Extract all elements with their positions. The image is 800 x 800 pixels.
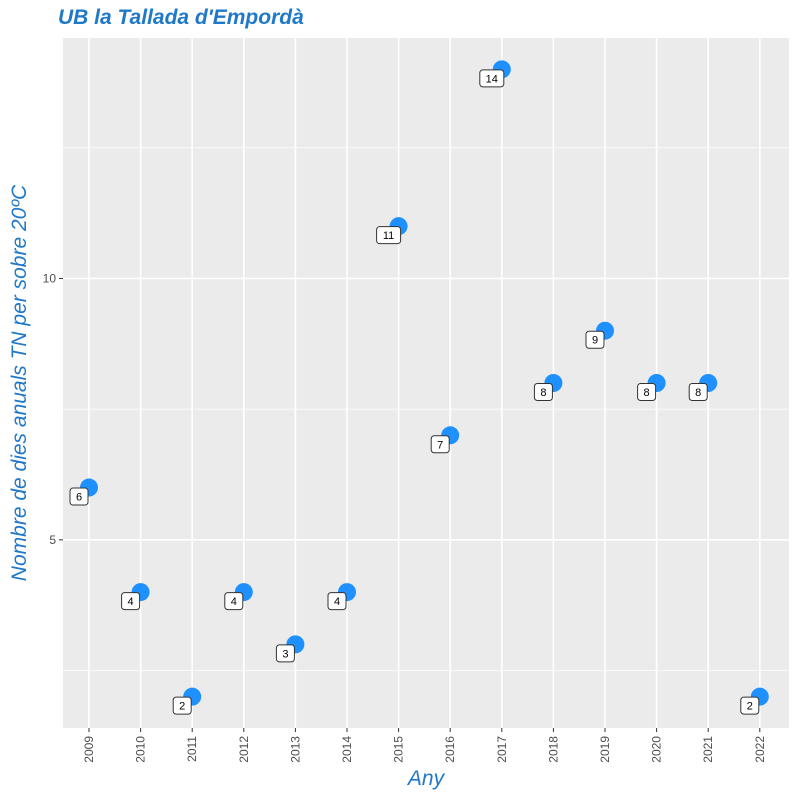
- x-tick-label: 2017: [495, 736, 509, 763]
- data-label-text: 8: [695, 387, 701, 399]
- data-label-box: [533, 383, 553, 401]
- data-label-box: [376, 226, 402, 245]
- data-label: 2: [740, 696, 760, 715]
- data-label-box: [740, 696, 760, 715]
- y-axis-title: Nombre de dies anuals TN per sobre 20ºC: [8, 184, 31, 581]
- data-label: 6: [69, 487, 89, 506]
- data-label: 7: [430, 435, 450, 454]
- data-label-text: 8: [644, 387, 650, 399]
- x-tick-label: 2015: [392, 736, 406, 763]
- data-label: 8: [637, 383, 657, 401]
- x-tick-label: 2012: [237, 736, 251, 763]
- x-tick-label: 2020: [650, 736, 664, 763]
- x-tick-label: 2021: [701, 736, 715, 763]
- data-label-text: 7: [437, 439, 443, 451]
- data-label-text: 2: [747, 701, 753, 713]
- data-label: 4: [327, 592, 347, 611]
- data-label: 2: [172, 696, 192, 715]
- data-label-text: 14: [486, 73, 498, 85]
- data-label-text: 4: [128, 596, 134, 608]
- x-tick-label: 2009: [82, 736, 96, 763]
- data-label-box: [637, 383, 657, 401]
- data-label-box: [479, 69, 505, 88]
- y-tick-labels: 5 10: [43, 271, 57, 546]
- data-label-text: 8: [540, 387, 546, 399]
- data-label-box: [172, 696, 192, 715]
- x-tick-label: 2013: [288, 736, 302, 763]
- data-label-box: [327, 592, 347, 611]
- x-tick-label: 2018: [546, 736, 560, 763]
- data-label-text: 4: [334, 596, 340, 608]
- data-label-box: [275, 644, 295, 663]
- x-tick-label: 2011: [185, 736, 199, 762]
- data-label: 3: [275, 644, 295, 663]
- x-tick-label: 2014: [340, 736, 354, 763]
- data-label-text: 3: [282, 648, 288, 660]
- data-label-text: 6: [76, 492, 82, 504]
- y-tick-label: 5: [49, 533, 56, 547]
- data-label-box: [430, 435, 450, 454]
- y-tick-label: 10: [43, 271, 57, 285]
- data-label-text: 9: [592, 335, 598, 347]
- data-label: 9: [585, 330, 605, 349]
- x-tick-label: 2019: [598, 736, 612, 763]
- x-tick-label: 2016: [443, 736, 457, 763]
- grid-major: [63, 38, 789, 728]
- x-tick-label: 2022: [753, 736, 767, 763]
- data-label: 14: [479, 69, 505, 88]
- data-label: 8: [533, 383, 553, 401]
- data-labels: 6 4 2 4 3 4 11 7 14 8 9 8 8 2: [69, 69, 760, 715]
- data-label: 11: [376, 226, 402, 245]
- x-tick-labels: 2009 2010 2011 2012 2013 2014 2015 2016 2017 2018…: [82, 736, 767, 763]
- data-label-text: 4: [231, 596, 237, 608]
- data-label-box: [121, 592, 141, 611]
- data-label: 4: [121, 592, 141, 611]
- x-axis-title: Any: [406, 767, 446, 790]
- plot-panel: [63, 38, 789, 728]
- data-label-box: [688, 383, 708, 401]
- chart-title: UB la Tallada d'Empordà: [58, 6, 304, 29]
- data-label: 8: [688, 383, 708, 401]
- data-label: 4: [224, 592, 244, 611]
- data-label-text: 2: [179, 701, 185, 713]
- data-label-box: [585, 330, 605, 349]
- data-label-box: [69, 487, 89, 506]
- x-tick-label: 2010: [134, 736, 148, 763]
- axis-ticks: [59, 277, 761, 732]
- data-label-box: [224, 592, 244, 611]
- grid-minor: [63, 147, 789, 671]
- data-label-text: 11: [383, 230, 394, 242]
